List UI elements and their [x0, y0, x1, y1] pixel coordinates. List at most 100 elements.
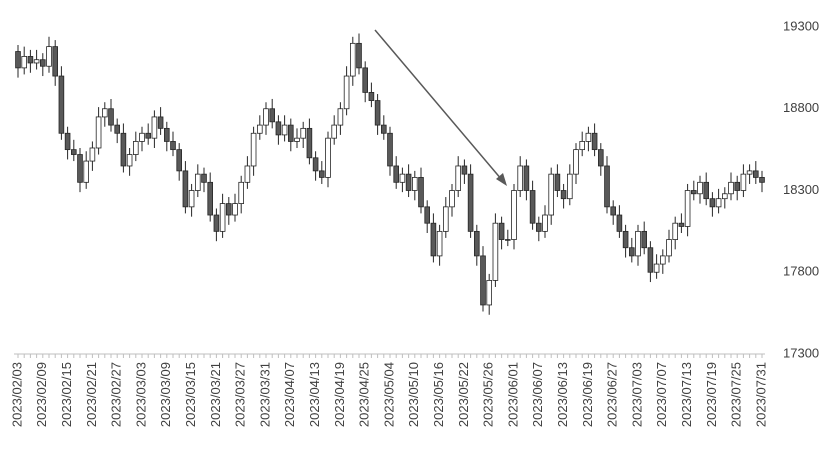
candle-body	[511, 190, 517, 240]
x-tick-label: 2023/02/27	[109, 362, 124, 427]
candle-body	[604, 165, 610, 208]
x-tick-label: 2023/03/21	[208, 362, 223, 427]
candle-body	[40, 59, 46, 67]
candle-body	[629, 247, 635, 257]
candle-body	[393, 165, 399, 183]
candle-body	[734, 181, 740, 191]
candle-body	[672, 222, 678, 240]
x-tick-label: 2023/05/10	[406, 362, 421, 427]
candle-body	[275, 121, 282, 136]
x-tick-label: 2023/06/19	[580, 362, 595, 427]
candle-body	[331, 124, 337, 139]
candle-body	[579, 141, 585, 151]
candle-body	[356, 42, 362, 69]
candle-body	[182, 170, 189, 208]
candle-body	[244, 165, 251, 183]
candle-body	[71, 149, 77, 155]
x-tick-label: 2023/05/26	[481, 362, 496, 427]
candle-body	[263, 108, 269, 126]
candle-body	[418, 177, 424, 208]
candle-body	[374, 100, 381, 126]
candle-body	[318, 170, 325, 178]
candle-body	[449, 190, 455, 208]
candle-body	[312, 157, 319, 172]
candle-body	[399, 173, 406, 183]
x-tick-label: 2023/06/01	[505, 362, 520, 427]
candle-body	[201, 173, 207, 183]
candle-body	[740, 173, 747, 191]
candle-body	[33, 59, 40, 64]
candle-body	[46, 46, 52, 67]
candle-body	[567, 173, 573, 200]
candle-body	[703, 181, 709, 200]
candle-body	[473, 230, 480, 257]
candle-body	[157, 116, 164, 129]
candle-body	[591, 132, 598, 151]
x-tick-label: 2023/03/03	[133, 362, 148, 427]
candle-body	[759, 177, 765, 183]
candle-body	[250, 132, 257, 167]
candle-body	[219, 203, 226, 232]
x-tick-label: 2023/07/31	[753, 362, 768, 427]
candle-body	[560, 190, 567, 200]
candle-body	[536, 222, 542, 232]
x-tick-label: 2023/03/09	[158, 362, 173, 427]
candle-body	[436, 230, 443, 257]
x-tick-label: 2023/05/22	[456, 362, 471, 427]
candle-body	[114, 124, 121, 134]
candle-body	[27, 56, 34, 64]
x-tick-label: 2023/03/31	[257, 362, 272, 427]
candle-body	[715, 198, 722, 208]
candle-body	[660, 255, 666, 265]
candle-body	[362, 67, 368, 93]
candle-body	[641, 230, 647, 249]
y-tick-label: 17300	[783, 345, 819, 360]
candle-body	[728, 181, 734, 195]
candle-body	[697, 181, 703, 195]
candle-body	[585, 132, 592, 142]
candle-body	[170, 141, 176, 151]
candle-body	[616, 214, 623, 232]
candle-body	[337, 108, 344, 126]
trend-arrow	[374, 29, 503, 181]
candle-body	[442, 206, 449, 232]
x-tick-label: 2023/07/19	[704, 362, 719, 427]
x-tick-label: 2023/06/07	[530, 362, 545, 427]
x-tick-label: 2023/03/15	[183, 362, 198, 427]
x-tick-label: 2023/07/13	[679, 362, 694, 427]
candle-body	[467, 173, 474, 232]
candle-body	[368, 92, 375, 101]
x-tick-label: 2023/02/21	[84, 362, 99, 427]
candle-body	[83, 160, 90, 183]
candle-body	[461, 165, 468, 175]
x-tick-label: 2023/04/19	[332, 362, 347, 427]
candle-body	[126, 154, 133, 167]
candle-body	[343, 75, 350, 110]
candle-body	[746, 170, 753, 175]
candle-body	[238, 181, 245, 204]
candle-body	[455, 165, 461, 191]
candle-body	[120, 132, 127, 167]
x-tick-label: 2023/02/15	[59, 362, 74, 427]
candle-body	[77, 154, 83, 183]
candle-body	[139, 132, 145, 142]
candle-body	[753, 170, 759, 178]
x-tick-label: 2023/07/03	[629, 362, 644, 427]
candle-body	[598, 149, 604, 167]
candle-body	[635, 230, 641, 257]
candle-body	[306, 127, 313, 159]
candle-body	[15, 51, 21, 69]
y-tick-label: 18300	[783, 182, 819, 197]
x-tick-label: 2023/03/27	[233, 362, 248, 427]
candle-body	[380, 124, 387, 134]
candle-body	[213, 214, 220, 232]
candle-body	[21, 56, 27, 69]
x-tick-label: 2023/02/03	[9, 362, 24, 427]
candle-body	[504, 239, 511, 241]
x-tick-label: 2023/04/25	[357, 362, 372, 427]
x-tick-label: 2023/02/09	[34, 362, 49, 427]
y-tick-label: 19300	[783, 18, 819, 33]
y-tick-label: 17800	[783, 264, 819, 279]
candle-body	[102, 108, 108, 118]
